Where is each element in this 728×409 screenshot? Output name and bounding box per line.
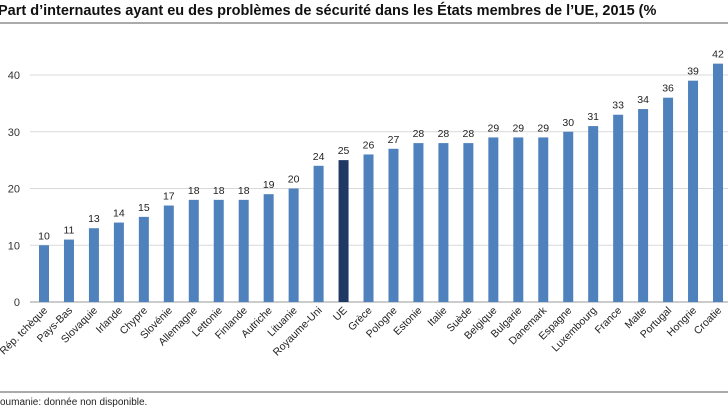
y-tick-label: 20 [8, 184, 20, 196]
bar-royaume-uni [313, 165, 324, 302]
data-label: 33 [612, 100, 624, 112]
data-label: 26 [363, 139, 375, 151]
y-tick-label: 30 [8, 127, 20, 139]
x-tick-label: UE [331, 305, 350, 324]
data-label: 18 [213, 185, 225, 197]
bar-croatie [713, 63, 723, 303]
data-label: 29 [487, 122, 499, 134]
bar-lituanie [288, 188, 299, 302]
data-label: 36 [662, 83, 674, 95]
bar-danemark [538, 137, 549, 302]
data-label: 18 [188, 185, 200, 197]
data-label: 14 [113, 208, 125, 220]
data-label: 20 [288, 174, 300, 186]
y-tick-label: 0 [14, 297, 20, 309]
data-label: 11 [64, 225, 75, 237]
bar-belgique [488, 137, 499, 302]
bar-espagne [563, 131, 574, 302]
bar-portugal [663, 97, 674, 302]
data-label: 27 [388, 134, 400, 146]
x-tick-label: France [593, 305, 625, 337]
data-label: 19 [263, 179, 275, 191]
data-label: 18 [238, 185, 250, 197]
data-label: 10 [38, 230, 50, 242]
bar-chypre [138, 216, 149, 302]
chart-title: Part d’internautes ayant eu des problème… [0, 2, 656, 19]
bar-slovaquie [88, 228, 99, 302]
bar-allemagne [188, 199, 199, 302]
bar-gr-ce [363, 154, 374, 302]
bar-malte [638, 109, 649, 302]
bar-lettonie [213, 199, 224, 302]
bar-finlande [238, 199, 249, 302]
data-label: 29 [512, 122, 524, 134]
bar-irlande [113, 222, 124, 302]
bar-italie [438, 143, 449, 302]
bar-ue [338, 160, 349, 302]
data-label: 25 [338, 145, 350, 157]
data-label: 24 [313, 151, 325, 163]
bar-luxembourg [588, 126, 599, 302]
data-label: 28 [413, 128, 425, 140]
bar-bulgarie [513, 137, 524, 302]
data-label: 39 [687, 66, 699, 78]
bar-france [613, 114, 624, 302]
data-label: 31 [587, 111, 599, 123]
footnote: oumanie: donnée non disponible. [0, 397, 147, 408]
bar-pays-bas [63, 239, 74, 302]
y-tick-label: 40 [8, 70, 20, 82]
data-label: 29 [537, 122, 549, 134]
data-label: 30 [562, 117, 574, 129]
data-label: 42 [712, 49, 724, 61]
data-label: 17 [163, 191, 175, 203]
bar-hongrie [688, 80, 699, 302]
bar-slov-nie [163, 205, 174, 302]
data-label: 13 [88, 213, 100, 225]
bar-estonie [413, 143, 424, 302]
bar-su-de [463, 143, 474, 302]
y-tick-label: 10 [8, 240, 20, 252]
data-label: 15 [138, 202, 150, 214]
x-tick-label: Croatie [692, 305, 725, 338]
data-label: 28 [463, 128, 475, 140]
bar-autriche [263, 194, 274, 302]
bar-r-p-tch-que [39, 245, 49, 302]
x-tick-label: Estonie [391, 305, 424, 338]
data-label: 28 [438, 128, 450, 140]
bar-pologne [388, 148, 399, 302]
data-label: 34 [637, 94, 649, 106]
